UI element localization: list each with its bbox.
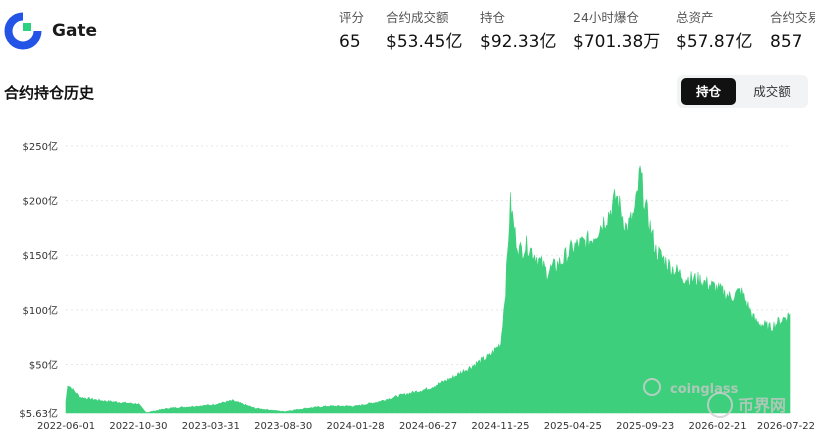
x-tick-label: 2026-02-21 (689, 421, 747, 431)
bijie-watermark-icon (707, 392, 733, 418)
stat-label: 总资产 (676, 10, 714, 25)
y-tick-label: $150亿 (23, 249, 58, 262)
stat-24h-liquidations: 24小时爆仓 $701.38万 (573, 10, 660, 52)
stat-value: 65 (339, 32, 361, 52)
stats-bar: 评分 65 合约成交额 $53.45亿 持仓 $92.33亿 24小时爆仓 $7… (0, 10, 815, 58)
stat-label: 持仓 (480, 10, 506, 25)
x-tick-label: 2024-06-27 (399, 421, 457, 431)
x-tick-label: 2025-09-23 (616, 421, 674, 431)
stat-label: 合约成交额 (386, 10, 449, 25)
coinglass-watermark: coinglass (670, 382, 739, 397)
y-tick-label: $200亿 (23, 195, 58, 208)
y-tick-label: $50亿 (29, 359, 58, 372)
x-tick-label: 2024-11-25 (471, 421, 529, 431)
stat-label: 评分 (339, 10, 365, 25)
stat-futures-volume: 合约成交额 $53.45亿 (386, 10, 462, 52)
y-tick-label: $5.63亿 (19, 407, 58, 420)
stat-value: $92.33亿 (480, 32, 557, 52)
x-tick-label: 2023-03-31 (182, 421, 240, 431)
y-tick-label: $100亿 (23, 304, 58, 317)
stat-value: $701.38万 (573, 32, 661, 52)
stat-value: $57.87亿 (676, 32, 753, 52)
stat-value: $53.45亿 (386, 32, 463, 52)
stat-futures-pairs: 合约交易 857 (770, 10, 815, 52)
x-tick-label: 2022-10-30 (109, 421, 167, 431)
stat-rating: 评分 65 (339, 10, 364, 52)
y-tick-label: $250亿 (23, 140, 58, 153)
coinglass-watermark-icon (643, 378, 661, 396)
stat-total-assets: 总资产 $57.87亿 (676, 10, 752, 52)
toggle-volume-button[interactable]: 成交额 (753, 84, 791, 99)
stat-label: 合约交易 (770, 10, 815, 25)
x-tick-label: 2022-06-01 (37, 421, 95, 431)
section-title: 合约持仓历史 (4, 84, 95, 102)
open-interest-chart: $250亿 $200亿 $150亿 $100亿 $50亿 $5.63亿2022-06-01… (19, 140, 815, 431)
toggle-open-interest-button[interactable]: 持仓 (681, 78, 736, 105)
stat-label: 24小时爆仓 (573, 10, 639, 25)
x-tick-label: 2023-08-30 (254, 421, 312, 431)
x-tick-label: 2024-01-28 (327, 421, 385, 431)
stat-open-interest: 持仓 $92.33亿 (480, 10, 556, 52)
gate-logo-icon (4, 12, 42, 50)
x-tick-label: 2025-04-25 (544, 421, 602, 431)
metric-toggle: 持仓 成交额 (677, 75, 808, 108)
x-tick-label: 2026-07-22 (757, 421, 815, 431)
open-interest-area (65, 165, 791, 414)
stat-value: 857 (770, 32, 803, 52)
exchange-name: Gate (52, 21, 98, 41)
bijie-watermark: 币界网 (738, 396, 786, 415)
